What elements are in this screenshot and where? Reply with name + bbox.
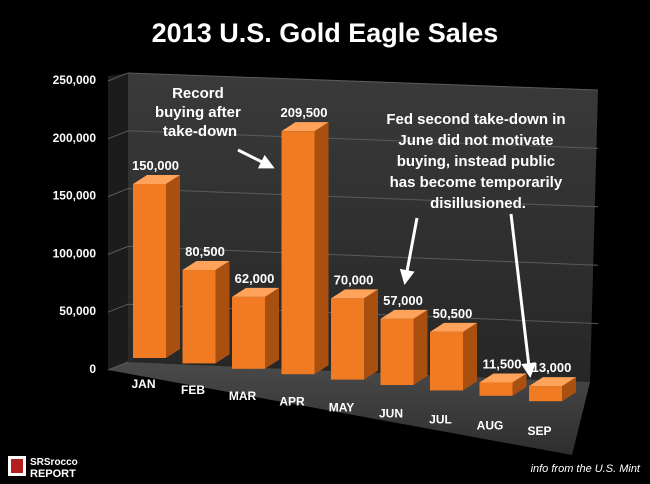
x-tick-label: APR [279,395,305,409]
x-tick-label: MAR [229,389,257,403]
gridline-side [107,361,129,371]
bar-top [133,175,180,184]
x-tick-label: JUL [429,412,452,426]
gridline-side [107,188,129,198]
bar-front [182,270,216,364]
gridline [127,188,599,208]
bar-side [562,377,576,402]
srsrocco-logo: SRSrocco REPORT [8,456,78,480]
bar-may [331,289,378,380]
y-tick-label: 150,000 [53,189,97,203]
bar-aug [479,373,527,396]
bar-front [281,131,315,375]
data-label: 50,500 [433,306,473,321]
annotation-record-line-3: take-down [163,123,237,140]
bar-front [529,386,562,402]
y-tick-label: 250,000 [53,73,97,87]
data-label: 70,000 [334,272,374,287]
data-labels: 150,000 80,500 62,000 209,500 70,000 57,000 50… [132,105,571,375]
y-tick-label: 100,000 [53,246,97,260]
annotation-arrow-june [399,217,419,285]
bar-side [364,289,378,380]
bar-mar [232,287,279,369]
annotation-arrow-aug [509,213,537,378]
gridline [127,245,599,266]
bar-side [463,322,477,391]
logo-text-top: SRSrocco [30,457,78,468]
x-tick-label: FEB [181,383,205,397]
annotation-record-buying: Record buying after take-down [155,85,245,140]
annotation-fed-line-3: buying, instead public [397,153,555,170]
bar-top [479,373,527,383]
bar-front [430,331,463,391]
bar-top [430,322,477,332]
side-wall [108,73,128,370]
y-tick-label: 200,000 [53,131,97,145]
bar-side [215,261,230,364]
bar-apr [281,122,329,375]
bars [133,122,576,402]
bar-top [281,122,329,132]
data-label: 62,000 [235,271,275,286]
gridline-side [107,245,129,255]
bar-front [331,298,364,380]
data-label: 80,500 [185,244,225,259]
gridline [127,130,599,149]
y-tick-label: 50,000 [59,304,96,318]
annotation-record-line-2: buying after [155,104,241,121]
x-tick-label: AUG [477,418,504,432]
gridline-side [107,130,129,140]
annotation-arrow-record [237,148,275,169]
gridline [127,72,599,91]
bar-top [331,289,378,299]
data-label: 57,000 [383,293,423,308]
gridline-side [107,72,129,82]
x-tick-label: MAY [329,401,355,415]
annotation-fed-takedown: Fed second take-down in June did not mot… [386,111,569,212]
bar-front [232,296,265,369]
annotation-fed-line-1: Fed second take-down in [386,111,565,128]
bar-top [232,287,279,297]
x-tick-label: JUN [379,407,403,421]
bar-feb [182,261,230,364]
x-axis-ticks: JAN FEB MAR APR MAY JUN JUL AUG SEP [131,377,551,438]
bar-side [166,175,180,358]
data-label: 209,500 [281,105,328,120]
bar-jan [133,175,180,358]
bar-jul [430,322,477,391]
annotation-record-line-1: Record [172,85,224,102]
bar-side [265,287,279,369]
x-tick-label: SEP [527,424,551,438]
data-label: 13,000 [532,360,572,375]
data-label: 11,500 [482,356,521,371]
annotation-fed-line-5: disillusioned. [430,195,526,212]
bar-front [133,184,166,358]
bar-top [529,377,576,387]
bar-side [512,373,527,396]
bar-front [380,318,414,385]
bar-sep [529,377,576,402]
gridline-side [107,303,129,313]
y-axis-ticks: 0 50,000 100,000 150,000 200,000 250,000 [53,73,97,376]
chart-title: 2013 U.S. Gold Eagle Sales [152,18,499,48]
bar-front [479,382,513,396]
x-tick-label: JAN [131,377,155,391]
bar-top [380,309,428,319]
logo-badge-inner [11,459,23,473]
annotation-fed-line-2: June did not motivate [398,132,553,149]
data-label: 150,000 [132,158,179,173]
annotation-fed-line-4: has become temporarily [390,174,563,191]
bar-side [413,309,428,385]
bar-side [314,122,329,375]
source-credit: info from the U.S. Mint [531,463,641,475]
y-tick-label: 0 [89,362,96,376]
logo-text-bottom: REPORT [30,468,76,480]
bar-jun [380,309,428,385]
bar-top [182,261,230,271]
